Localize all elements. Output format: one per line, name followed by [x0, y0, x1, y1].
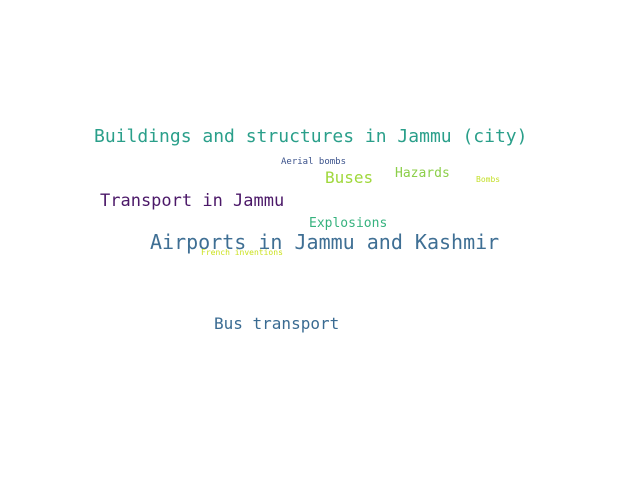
word-hazards: Hazards — [395, 166, 450, 181]
word-french-inventions: French inventions — [201, 248, 283, 257]
word-bus-transport: Bus transport — [214, 314, 340, 333]
word-buses: Buses — [325, 168, 374, 187]
word-transport-in-jammu: Transport in Jammu — [100, 191, 285, 211]
word-buildings-structures-jammu: Buildings and structures in Jammu (city) — [94, 126, 528, 147]
word-bombs: Bombs — [476, 175, 501, 184]
word-aerial-bombs: Aerial bombs — [281, 157, 347, 167]
word-airports-jammu-kashmir: Airports in Jammu and Kashmir — [150, 230, 500, 254]
word-explosions: Explosions — [309, 216, 388, 231]
